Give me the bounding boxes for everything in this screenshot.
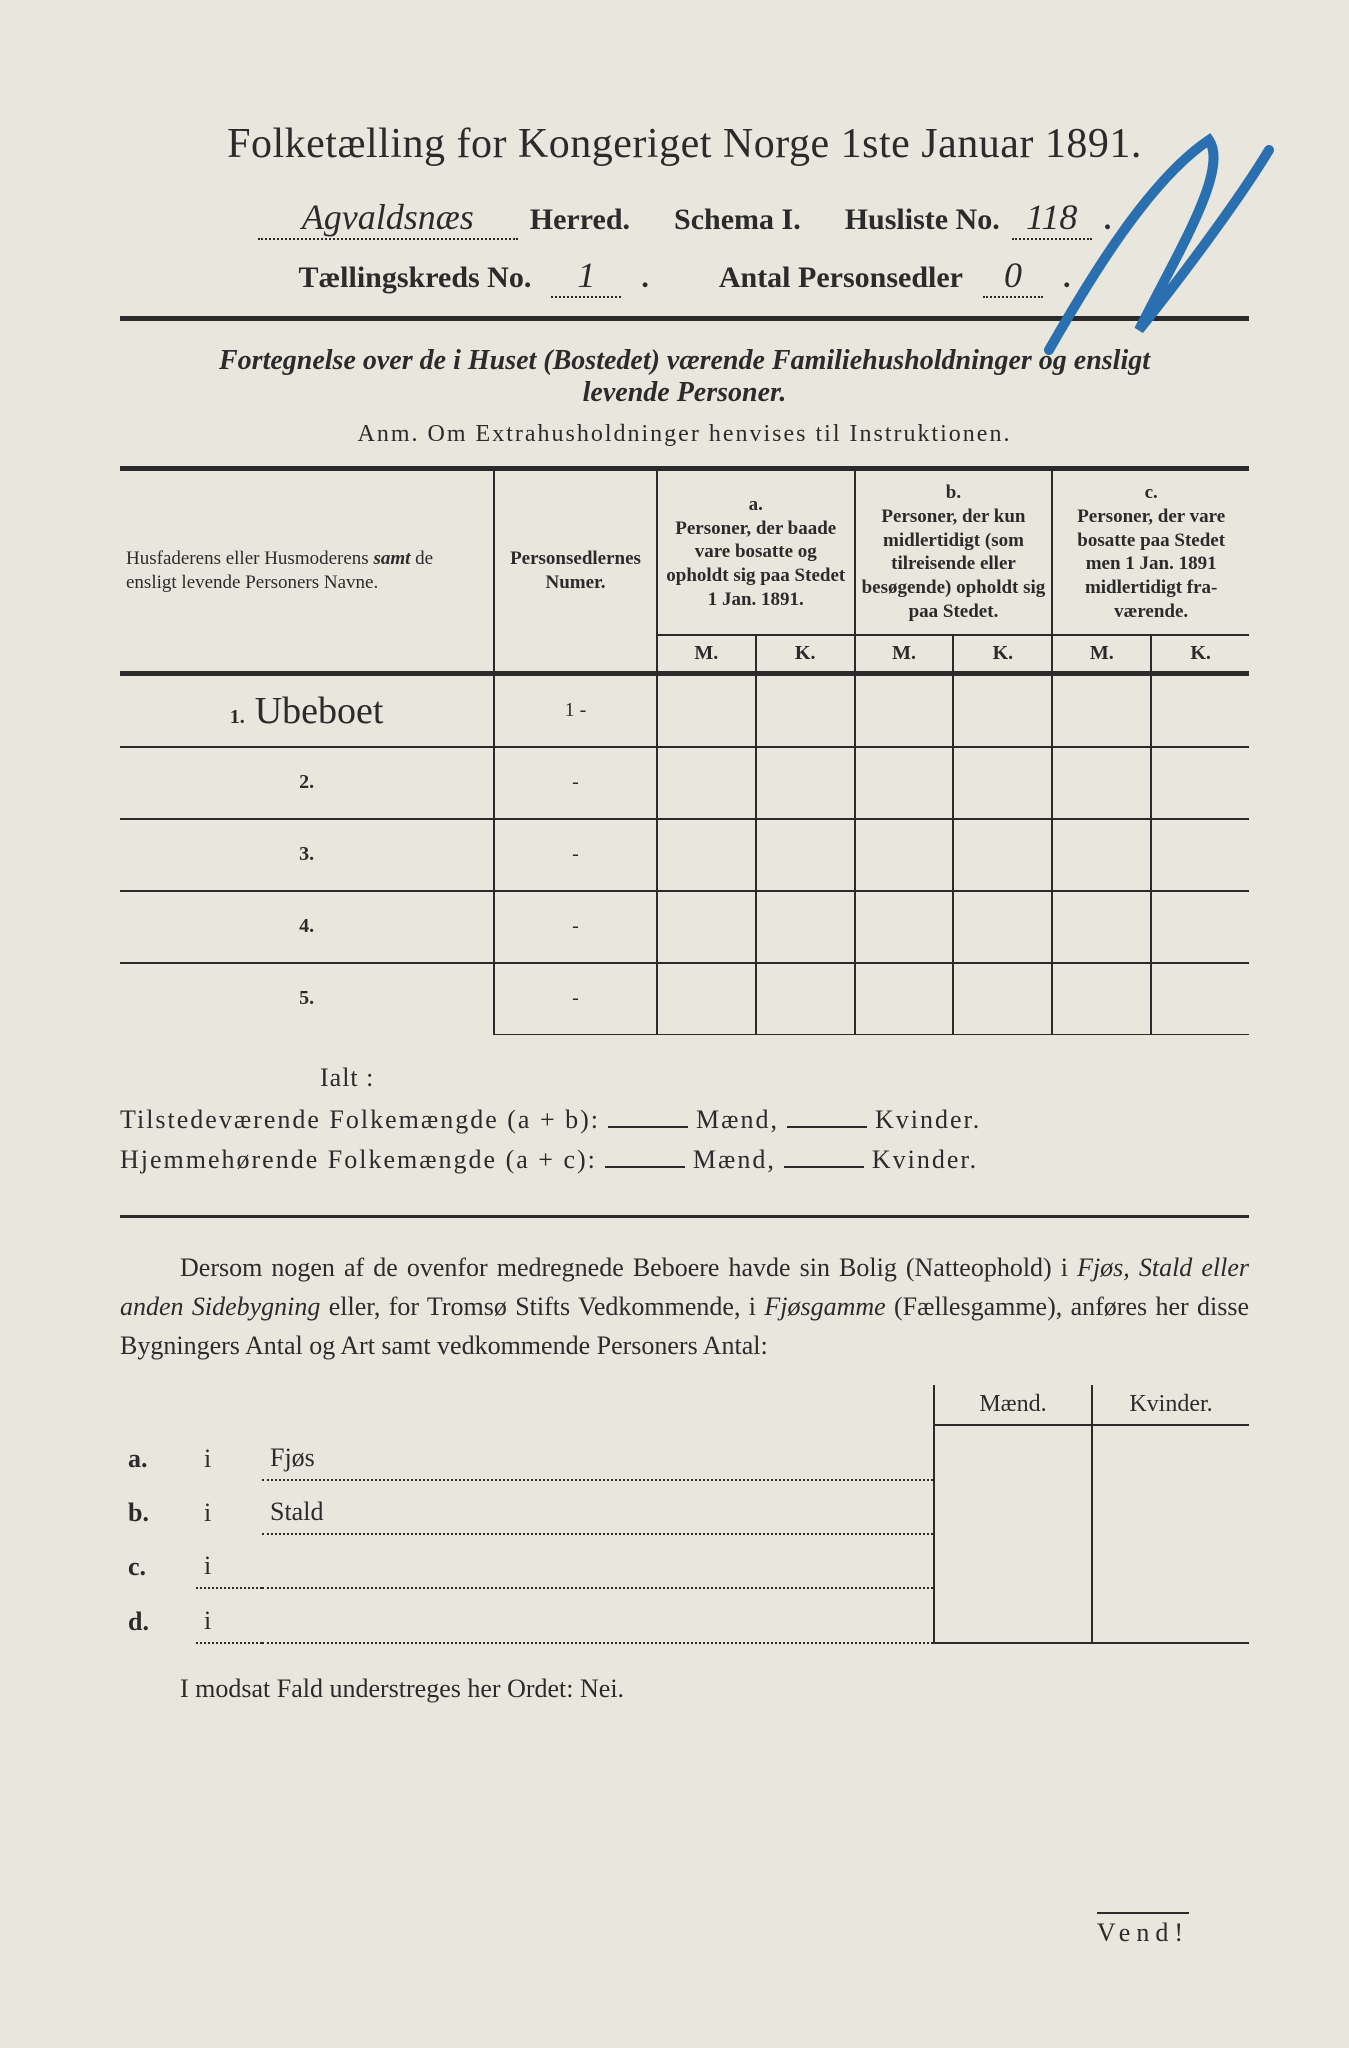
col-a-k: K. xyxy=(756,635,855,674)
tilstede-line: Tilstedeværende Folkemængde (a + b): Mæn… xyxy=(120,1105,1249,1135)
antal-label: Antal Personsedler xyxy=(719,261,963,295)
divider xyxy=(120,316,1249,321)
herred-label: Herred. xyxy=(530,203,630,237)
subtitle: Fortegnelse over de i Huset (Bostedet) v… xyxy=(120,345,1249,409)
header-row-1: Agvaldsnæs Herred. Schema I. Husliste No… xyxy=(120,196,1249,240)
col-c-text: Personer, der vare bosatte paa Stedet me… xyxy=(1077,506,1225,622)
col-a-m: M. xyxy=(657,635,756,674)
form-title: Folketælling for Kongeriget Norge 1ste J… xyxy=(120,120,1249,168)
household-table: Husfaderens eller Husmode­rens samt de e… xyxy=(120,466,1249,1035)
husliste-value: 118 xyxy=(1012,196,1092,240)
sidebyg-paragraph: Dersom nogen af de ovenfor medregnede Be… xyxy=(120,1248,1249,1365)
vend-label: Vend! xyxy=(1097,1912,1189,1948)
maend-head: Mænd. xyxy=(934,1385,1092,1425)
row1-numer: 1 - xyxy=(494,673,657,747)
table-row: 2. - xyxy=(120,747,1249,819)
table-row: 5. - xyxy=(120,963,1249,1035)
col-a-text: Personer, der baade vare bosatte og opho… xyxy=(666,518,845,610)
list-item: d. i xyxy=(120,1588,1249,1643)
col-c-label: c. xyxy=(1145,482,1158,503)
sidebyg-table: Mænd. Kvinder. a. i Fjøs b. i Stald c. i… xyxy=(120,1385,1249,1644)
col-name: Husfaderens eller Husmode­rens samt de e… xyxy=(126,548,433,593)
kvinder-head: Kvinder. xyxy=(1092,1385,1249,1425)
table-row: 4. - xyxy=(120,891,1249,963)
col-b-label: b. xyxy=(946,482,961,503)
antal-value: 0 xyxy=(983,254,1043,298)
col-numer: Personsedlernes Numer. xyxy=(494,469,657,674)
herred-value: Agvaldsnæs xyxy=(258,196,518,240)
ialt-title: Ialt : xyxy=(320,1063,1249,1093)
kreds-value: 1 xyxy=(551,254,621,298)
col-a-label: a. xyxy=(749,494,763,515)
col-b-m: M. xyxy=(855,635,954,674)
table-row: 3. - xyxy=(120,819,1249,891)
col-b-text: Personer, der kun midler­tidigt (som til… xyxy=(862,506,1046,622)
list-item: c. i xyxy=(120,1534,1249,1588)
row1-name: Ubeboet xyxy=(255,690,384,732)
table-row: 1. Ubeboet 1 - xyxy=(120,673,1249,747)
husliste-label: Husliste No. xyxy=(845,203,1000,237)
divider xyxy=(120,1215,1249,1218)
hjemme-line: Hjemmehørende Folkemængde (a + c): Mænd,… xyxy=(120,1145,1249,1175)
kreds-label: Tællingskreds No. xyxy=(299,261,532,295)
schema-label: Schema I. xyxy=(674,203,801,237)
list-item: a. i Fjøs xyxy=(120,1425,1249,1480)
header-row-2: Tællingskreds No. 1. Antal Personsedler … xyxy=(120,254,1249,298)
col-c-m: M. xyxy=(1052,635,1151,674)
col-b-k: K. xyxy=(953,635,1052,674)
census-form-page: Folketælling for Kongeriget Norge 1ste J… xyxy=(0,0,1349,2048)
col-c-k: K. xyxy=(1151,635,1249,674)
nei-line: I modsat Fald understreges her Ordet: Ne… xyxy=(120,1674,1249,1704)
list-item: b. i Stald xyxy=(120,1480,1249,1534)
totals-block: Ialt : Tilstedeværende Folkemængde (a + … xyxy=(120,1063,1249,1175)
anm-note: Anm. Om Extrahusholdninger henvises til … xyxy=(120,421,1249,448)
